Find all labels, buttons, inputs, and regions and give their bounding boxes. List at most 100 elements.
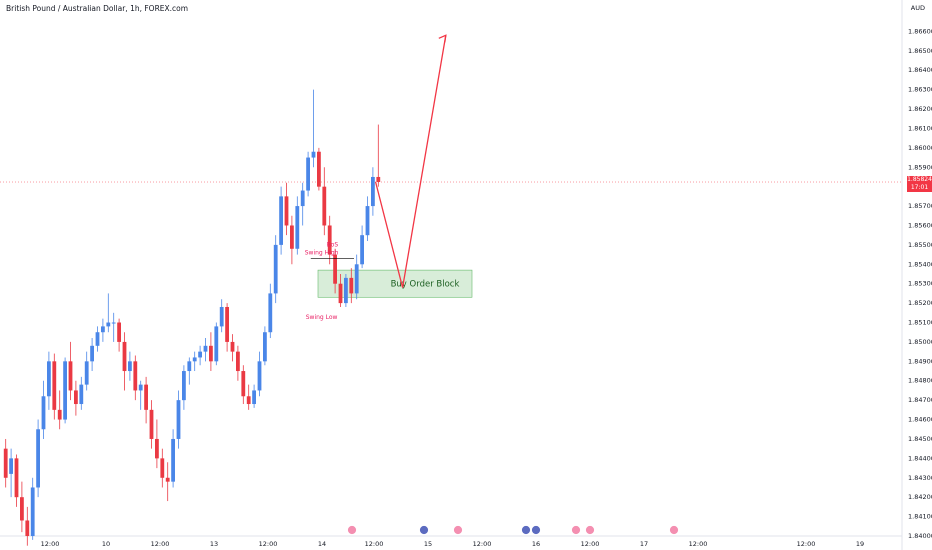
candle-body bbox=[344, 277, 348, 304]
candle-body bbox=[187, 361, 192, 372]
candle-body bbox=[122, 341, 127, 372]
y-tick-label: 1.85500 bbox=[908, 241, 932, 249]
bar-countdown: 17:01 bbox=[910, 184, 929, 191]
candle-body bbox=[47, 361, 51, 397]
x-tick-label: 12:00 bbox=[689, 540, 708, 548]
candle-body bbox=[192, 357, 197, 362]
y-tick-label: 1.85300 bbox=[908, 280, 932, 288]
candle-body bbox=[74, 390, 78, 405]
x-tick-label: 12:00 bbox=[581, 540, 600, 548]
x-tick-label: 12:00 bbox=[797, 540, 816, 548]
swing-high-label: Swing High bbox=[305, 249, 339, 256]
y-tick-label: 1.85400 bbox=[908, 260, 932, 268]
x-tick-label: 12:00 bbox=[473, 540, 492, 548]
x-tick-label: 12:00 bbox=[259, 540, 278, 548]
order-block-label: Buy Order Block bbox=[391, 280, 460, 290]
candle-body bbox=[57, 409, 62, 420]
x-tick-label: 19 bbox=[856, 540, 864, 548]
candle-body bbox=[311, 151, 316, 158]
candle-body bbox=[79, 384, 84, 405]
candle-body bbox=[236, 351, 240, 372]
x-tick-label: 17 bbox=[640, 540, 648, 548]
candle-body bbox=[176, 400, 181, 439]
y-tick-label: 1.86400 bbox=[908, 66, 932, 74]
candle-body bbox=[20, 497, 24, 521]
candle-body bbox=[106, 322, 111, 327]
candle-body bbox=[333, 254, 337, 284]
candle-body bbox=[63, 361, 67, 420]
economic-event-icon bbox=[521, 525, 531, 535]
candle-body bbox=[101, 326, 105, 333]
candle-body bbox=[144, 384, 148, 410]
y-tick-label: 1.85900 bbox=[908, 163, 932, 171]
candle-body bbox=[3, 448, 8, 478]
candle-body bbox=[230, 341, 235, 352]
y-tick-label: 1.84800 bbox=[908, 377, 932, 385]
candle-body bbox=[160, 458, 165, 478]
y-tick-label: 1.84600 bbox=[908, 416, 932, 424]
candle-body bbox=[225, 306, 229, 342]
y-tick-label: 1.85100 bbox=[908, 319, 932, 327]
candle-body bbox=[360, 235, 364, 265]
currency-label: AUD bbox=[910, 4, 925, 12]
bos-label: BoS bbox=[327, 241, 339, 248]
candle-body bbox=[9, 458, 13, 474]
candle-body bbox=[149, 409, 154, 439]
y-tick-label: 1.84200 bbox=[908, 493, 932, 501]
candle-body bbox=[84, 361, 89, 385]
y-tick-label: 1.86200 bbox=[908, 105, 932, 113]
candle-body bbox=[36, 429, 40, 488]
y-tick-label: 1.85000 bbox=[908, 338, 932, 346]
candle-body bbox=[246, 396, 251, 405]
candle-body bbox=[376, 176, 381, 183]
x-tick-label: 12:00 bbox=[151, 540, 170, 548]
y-tick-label: 1.85200 bbox=[908, 299, 932, 307]
x-tick-label: 13 bbox=[210, 540, 218, 548]
last-price-value: 1.85824 bbox=[907, 176, 932, 183]
candle-body bbox=[52, 361, 57, 410]
economic-event-icon bbox=[419, 525, 429, 535]
y-tick-label: 1.84900 bbox=[908, 357, 932, 365]
candle-body bbox=[327, 225, 332, 255]
x-tick-label: 12:00 bbox=[365, 540, 384, 548]
candle-body bbox=[68, 361, 73, 391]
candle-body bbox=[268, 293, 273, 333]
swing-low-label: Swing Low bbox=[306, 314, 338, 321]
candle-body bbox=[257, 361, 262, 391]
y-tick-label: 1.86500 bbox=[908, 47, 932, 55]
economic-event-icon bbox=[453, 525, 463, 535]
economic-event-icon bbox=[347, 525, 357, 535]
projection-path bbox=[374, 35, 447, 288]
last-price-tag: 1.85824 17:01 bbox=[907, 176, 932, 192]
candle-body bbox=[279, 196, 283, 245]
economic-event-icon bbox=[669, 525, 679, 535]
chart-title: British Pound / Australian Dollar, 1h, F… bbox=[6, 4, 189, 13]
candle-body bbox=[155, 438, 159, 459]
candle-body bbox=[171, 438, 175, 482]
candle-body bbox=[241, 371, 246, 397]
candle-body bbox=[317, 151, 321, 187]
candle-body bbox=[198, 351, 202, 358]
projection-arrowhead bbox=[438, 34, 447, 43]
economic-event-icon bbox=[531, 525, 541, 535]
y-tick-label: 1.84400 bbox=[908, 454, 932, 462]
candle-body bbox=[138, 384, 143, 391]
candle-body bbox=[117, 322, 121, 342]
candle-body bbox=[209, 345, 213, 362]
candle-body bbox=[90, 345, 94, 362]
candle-body bbox=[371, 176, 375, 207]
candle-body bbox=[165, 477, 170, 482]
candle-body bbox=[41, 396, 46, 430]
candle-body bbox=[252, 390, 256, 405]
economic-event-icon bbox=[585, 525, 595, 535]
candle-body bbox=[349, 277, 354, 294]
candle-body bbox=[273, 244, 278, 294]
x-tick-label: 12:00 bbox=[41, 540, 60, 548]
y-tick-label: 1.84100 bbox=[908, 513, 932, 521]
candle-body bbox=[95, 332, 100, 346]
y-tick-label: 1.84300 bbox=[908, 474, 932, 482]
candle-body bbox=[203, 345, 208, 352]
candle-body bbox=[300, 190, 305, 207]
candle-body bbox=[214, 326, 219, 362]
